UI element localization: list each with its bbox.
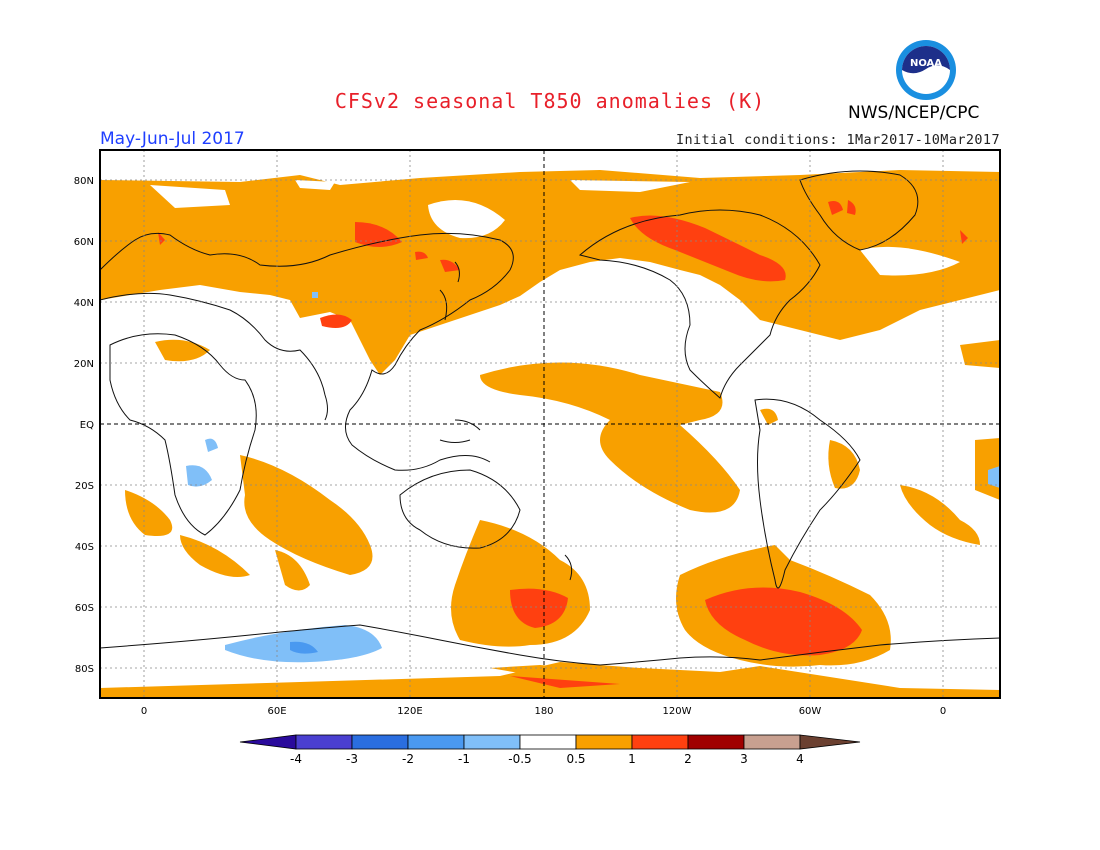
red-anomaly-regions: [158, 200, 968, 688]
colorbar-swatch: [743, 734, 801, 750]
neutral-regions: [150, 180, 960, 276]
lat-label: 20N: [74, 359, 94, 370]
colorbar-tick: -3: [346, 752, 358, 766]
coastlines: [100, 170, 1000, 666]
lon-label: 60W: [799, 706, 822, 717]
colorbar-high-arrow: [799, 734, 861, 750]
noaa-logo: NOAA: [895, 39, 957, 101]
lon-label: 0: [940, 706, 946, 717]
colorbar-tick: 2: [684, 752, 692, 766]
lat-label: 60S: [75, 603, 94, 614]
lon-label: 0: [141, 706, 147, 717]
colorbar-swatch: [575, 734, 633, 750]
lat-label: 40S: [75, 542, 94, 553]
agency-label: NWS/NCEP/CPC: [848, 103, 980, 123]
colorbar-tick: -0.5: [508, 752, 531, 766]
lat-label: 80N: [74, 176, 94, 187]
period-label: May-Jun-Jul 2017: [100, 129, 245, 149]
colorbar-tick: -2: [402, 752, 414, 766]
lat-label: 40N: [74, 298, 94, 309]
colorbar-tick: -1: [458, 752, 470, 766]
colorbar-swatches: [295, 734, 801, 750]
colorbar-swatch: [351, 734, 409, 750]
map-title: CFSv2 seasonal T850 anomalies (K): [334, 89, 766, 113]
colorbar-tick: 1: [628, 752, 636, 766]
noaa-logo-text: NOAA: [910, 58, 942, 69]
colorbar-swatch: [295, 734, 353, 750]
lat-label: 60N: [74, 237, 94, 248]
lon-label: 120E: [397, 706, 422, 717]
colorbar-swatch: [463, 734, 521, 750]
colorbar-swatch: [407, 734, 465, 750]
initial-conditions: Initial conditions: 1Mar2017-10Mar2017: [675, 132, 1000, 148]
colorbar-tick: 3: [740, 752, 748, 766]
graticule: [100, 150, 1000, 698]
colorbar-low-arrow: [239, 734, 297, 750]
lat-label: EQ: [80, 420, 94, 431]
lon-label: 120W: [663, 706, 692, 717]
colorbar: -4 -3 -2 -1 -0.5 0.5 1 2 3 4: [239, 734, 861, 766]
colorbar-swatch: [687, 734, 745, 750]
lon-label: 180: [534, 706, 553, 717]
lat-label: 80S: [75, 664, 94, 675]
colorbar-tick: 0.5: [566, 752, 585, 766]
lon-label: 60E: [267, 706, 286, 717]
lat-label: 20S: [75, 481, 94, 492]
map-frame: [99, 149, 1001, 699]
colorbar-swatch: [519, 734, 577, 750]
colorbar-tick: 4: [796, 752, 804, 766]
colorbar-swatch: [631, 734, 689, 750]
colorbar-tick: -4: [290, 752, 302, 766]
